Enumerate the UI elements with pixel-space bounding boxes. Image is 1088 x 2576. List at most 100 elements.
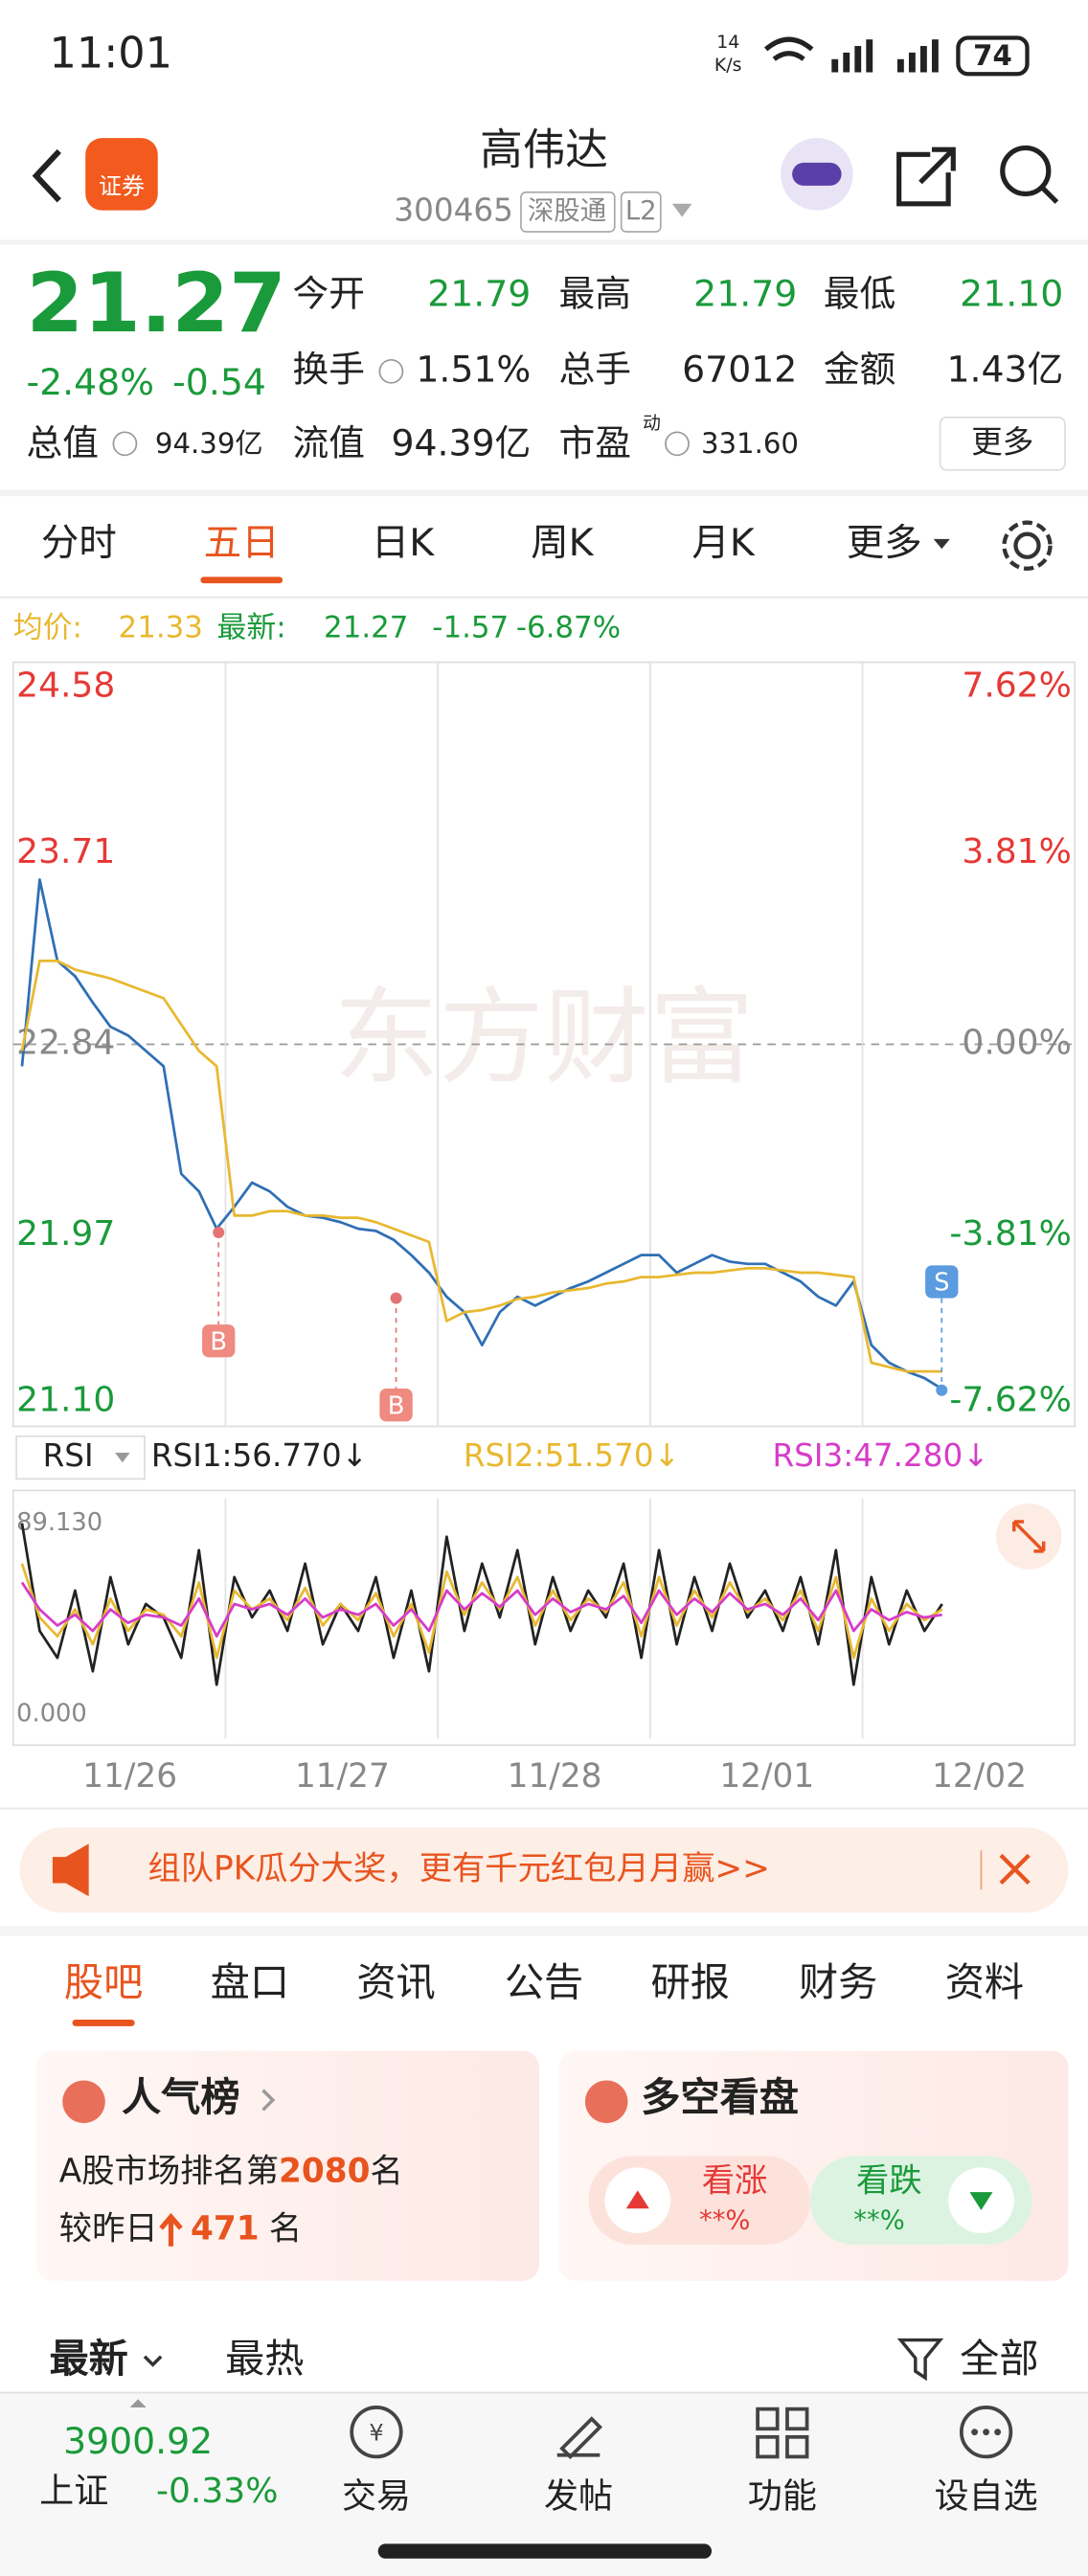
banner[interactable] xyxy=(19,1827,1069,1913)
net-unit: K/s xyxy=(714,55,742,76)
last-label: 最新: xyxy=(217,611,286,645)
megaphone-icon xyxy=(52,1843,89,1897)
trade-icon[interactable] xyxy=(350,2406,403,2459)
nav-label[interactable]: 功能 xyxy=(748,2476,817,2516)
field-label: 今开 xyxy=(292,272,365,314)
yuan-glyph: ¥ xyxy=(369,2419,383,2446)
up-arrow xyxy=(159,2212,183,2247)
field-value: 21.10 xyxy=(960,272,1063,314)
stock-name: 高伟达 xyxy=(480,125,608,175)
section-tabs: 股吧 盘口 资讯 公告 研报 财务 资料 xyxy=(64,1959,1024,2005)
more-button[interactable] xyxy=(939,417,1066,471)
info-icon[interactable] xyxy=(112,431,138,457)
y2-tick-label: -7.62% xyxy=(949,1381,1071,1420)
x-tick-label: 11/26 xyxy=(82,1757,177,1796)
divider xyxy=(0,1807,1088,1810)
tab[interactable]: 公告 xyxy=(505,1959,583,2005)
y2-tick-label: -3.81% xyxy=(949,1214,1071,1254)
nav-labels: 交易 发帖 功能 设自选 xyxy=(342,2476,1038,2516)
y-tick-label: 21.97 xyxy=(16,1214,115,1254)
tab-active[interactable]: 股吧 xyxy=(64,1959,143,2005)
tab[interactable]: 资讯 xyxy=(356,1959,435,2005)
nav-label[interactable]: 发帖 xyxy=(544,2476,613,2516)
tag: 深股通 xyxy=(528,196,606,226)
dropdown-icon xyxy=(143,2355,163,2367)
back-button[interactable] xyxy=(32,148,61,203)
tab-underline xyxy=(200,576,283,584)
sort-hot[interactable]: 最热 xyxy=(225,2336,304,2382)
dropdown-icon xyxy=(933,538,950,550)
marker-dot xyxy=(936,1384,948,1396)
tab-active[interactable]: 五日 xyxy=(204,521,280,565)
field-value: 1.51% xyxy=(416,348,531,390)
tab[interactable]: 日K xyxy=(372,521,435,565)
tab[interactable]: 周K xyxy=(531,521,594,565)
marker-label: S xyxy=(934,1269,949,1298)
text: 名 xyxy=(269,2209,302,2248)
close-icon[interactable] xyxy=(999,1853,1031,1886)
bear-arrow xyxy=(969,2192,993,2211)
series-line xyxy=(20,960,942,1373)
y-tick-label: 23.71 xyxy=(16,832,115,871)
divider xyxy=(0,596,1088,599)
info-icon[interactable] xyxy=(665,431,690,457)
chart-frame xyxy=(11,1489,1077,1747)
tab[interactable]: 更多 xyxy=(847,521,922,565)
tab[interactable]: 盘口 xyxy=(211,1959,289,2005)
field-value: 331.60 xyxy=(701,427,799,460)
more-text: 更多 xyxy=(971,423,1033,460)
tab[interactable]: 月K xyxy=(691,521,755,565)
battery-level: 74 xyxy=(973,39,1012,72)
tab[interactable]: 分时 xyxy=(41,521,117,565)
tag-box xyxy=(520,191,616,233)
field-value: 1.43亿 xyxy=(946,348,1063,390)
price: 21.27 xyxy=(26,256,285,351)
text: 较昨日 xyxy=(59,2209,158,2248)
field-value: 94.39亿 xyxy=(155,427,263,460)
tab[interactable]: 资料 xyxy=(945,1959,1024,2005)
series-line xyxy=(20,1581,942,1638)
tab[interactable]: 财务 xyxy=(799,1959,877,2005)
post-icon[interactable] xyxy=(556,2416,603,2460)
y2-tick-label: 7.62% xyxy=(962,666,1071,705)
watch-icon[interactable] xyxy=(959,2406,1013,2459)
delta-row: 较昨日 471 名 xyxy=(59,2209,302,2248)
index-name: 上证 xyxy=(39,2472,108,2511)
tag: L2 xyxy=(625,196,657,226)
legend-entry: RSI1:56.770↓ xyxy=(151,1437,368,1474)
wifi-icon xyxy=(763,36,814,61)
filter-text[interactable]: 全部 xyxy=(960,2336,1038,2382)
expand-icon[interactable] xyxy=(129,2399,147,2407)
y-tick-label: 22.84 xyxy=(16,1024,115,1063)
nav-label[interactable]: 交易 xyxy=(342,2476,411,2516)
rank-prefix: A股市场排名第2080名 xyxy=(59,2152,403,2190)
nav-label[interactable]: 设自选 xyxy=(935,2476,1038,2516)
tab[interactable]: 研报 xyxy=(651,1959,730,2005)
change-pct: -2.48% xyxy=(26,361,154,403)
bull-arrow xyxy=(625,2190,649,2209)
sort-latest[interactable]: 最新 xyxy=(49,2336,127,2382)
dropdown-icon[interactable] xyxy=(671,203,692,217)
y-tick-label: 89.130 xyxy=(16,1508,102,1537)
field-value: 67012 xyxy=(682,348,797,390)
index-change: -0.33% xyxy=(156,2472,278,2511)
expand-icon xyxy=(1012,1520,1046,1553)
filter-icon[interactable] xyxy=(896,2338,944,2382)
y-tick-label: 0.000 xyxy=(16,1699,87,1728)
chart-info: 均价: 21.33 最新: 21.27 -1.57 -6.87% xyxy=(13,611,621,645)
clock: 11:01 xyxy=(49,28,172,78)
x-tick-label: 11/28 xyxy=(508,1757,602,1796)
share-icon[interactable] xyxy=(896,147,956,207)
func-icon[interactable] xyxy=(756,2407,780,2431)
popularity-card[interactable] xyxy=(35,2050,539,2281)
settings-icon[interactable] xyxy=(1002,520,1053,571)
marker-box xyxy=(202,1324,236,1358)
info-icon[interactable] xyxy=(378,358,404,384)
marker-box xyxy=(925,1265,959,1299)
index-value[interactable]: 3900.92 xyxy=(63,2420,213,2462)
card-icon xyxy=(62,2080,105,2124)
y2-tick-label: 0.00% xyxy=(962,1024,1071,1063)
search-icon[interactable] xyxy=(1000,145,1059,204)
